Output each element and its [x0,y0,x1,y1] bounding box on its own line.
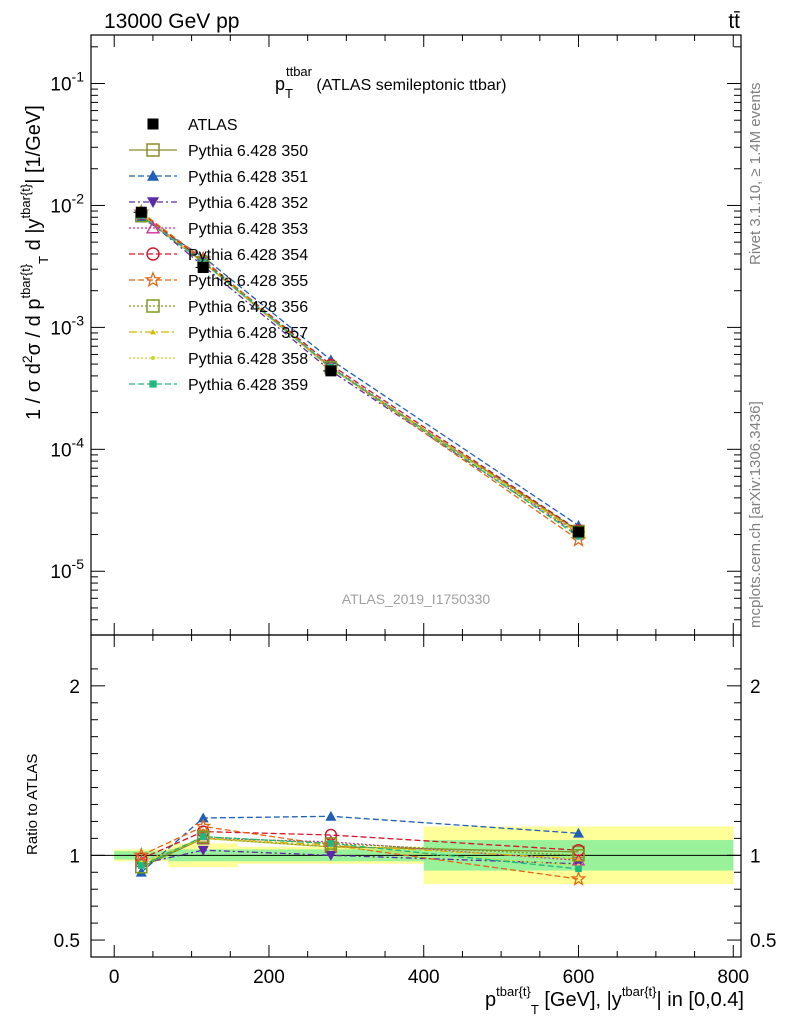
legend-label: ATLAS [188,117,238,134]
header-energy-label: 13000 GeV pp [104,10,239,33]
ratio-tick-label-right: 1 [750,846,761,867]
plot-title: pTttbar (ATLAS semileptonic ttbar) [275,64,506,101]
legend-marker [147,118,159,130]
rivet-version-label: Rivet 3.1.10, ≥ 1.4M events [747,83,764,266]
mc-ratio-line [140,815,579,873]
legend-marker [145,220,161,234]
data-point [573,526,584,538]
x-tick-label: 600 [563,967,595,988]
ratio-plot-frame [90,634,742,958]
mc-ratio-point [197,845,209,856]
y-axis-title: 1 / σ d2σ / d ptbar{t}T d |ytbar{t}| [1/… [18,105,51,420]
mc-ratio-point [575,855,582,861]
mc-ratio-point [573,827,584,838]
legend-label: Pythia 6.428 352 [188,195,308,212]
ratio-uncertainty-bands [91,826,741,885]
ratio-series-layer [133,810,587,886]
legend-label: Pythia 6.428 357 [188,325,308,342]
legend-label: Pythia 6.428 354 [188,247,308,264]
mc-series-line [140,214,579,537]
y-tick-label: 10-1 [50,69,84,96]
legend-label: Pythia 6.428 356 [188,299,308,316]
x-tick-label: 400 [408,967,440,988]
legend-label: Pythia 6.428 358 [188,351,308,368]
mc-ratio-line [141,837,579,865]
ratio-tick-label-right: 0.5 [750,931,776,952]
mc-ratio-line [141,836,579,868]
legend-label: Pythia 6.428 351 [188,169,308,186]
x-tick-label: 0 [109,967,120,988]
y-tick-label: 10-2 [50,190,84,217]
mc-ratio-point [196,830,210,843]
data-point [197,261,209,273]
legend-label: Pythia 6.428 355 [188,273,308,290]
legend-marker [144,270,162,288]
mcplots-label: mcplots.cern.ch [arXiv:1306.3436] [747,401,764,628]
mc-series-line [140,211,579,541]
ratio-tick-label-right: 2 [750,677,761,698]
legend: ATLAS Pythia 6.428 350 Pythia 6.428 351 Pyt… [129,117,308,394]
legend-marker [150,329,156,335]
legend-marker [149,380,157,388]
mc-ratio-line [141,837,579,867]
mc-series-line [140,212,579,531]
legend-marker [146,143,160,157]
y-tick-label: 10-3 [50,312,84,339]
legend-marker [146,247,160,261]
mc-point [199,258,207,266]
mc-ratio-point [327,840,335,847]
x-tick-label: 800 [717,967,749,988]
legend-marker [146,299,160,313]
legend-label: Pythia 6.428 359 [188,377,308,394]
mc-ratio-point [133,846,150,863]
legend-marker [147,170,159,181]
ratio-tick-label: 1 [69,846,80,867]
ratio-tick-label: 0.5 [54,931,80,952]
mc-ratio-line [141,849,579,865]
mc-ratio-point [575,865,582,873]
data-point [325,365,337,377]
data-point [135,206,147,218]
legend-marker [147,197,159,208]
x-tick-label: 200 [253,967,285,988]
mc-ratio-point [197,812,209,823]
mc-ratio-point [195,817,212,834]
legend-label: Pythia 6.428 350 [188,143,308,160]
mc-series-line [140,214,579,536]
analysis-label: ATLAS_2019_I1750330 [342,591,491,607]
mc-ratio-point [199,833,207,840]
mc-ratio-point [325,850,337,861]
header-process-label: tt̄ [728,10,740,33]
x-axis-title: ptbar{t}T [GeV], |ytbar{t}| in [0,0.4] [485,984,744,1017]
y-tick-label: 10-4 [50,434,84,461]
mc-ratio-point [325,810,337,821]
mc-ratio-point [324,837,338,850]
main-series-layer [133,203,587,547]
mc-ratio-line [141,830,579,860]
mc-ratio-point [137,862,145,869]
mc-ratio-point [135,866,147,877]
mc-ratio-line [141,836,579,870]
y-tick-label: 10-5 [50,556,84,583]
ratio-tick-label: 2 [69,677,80,698]
legend-marker [150,355,156,361]
legend-label: Pythia 6.428 353 [188,221,308,238]
ratio-y-axis-title: Ratio to ATLAS [24,754,41,855]
mc-ratio-point [570,870,587,886]
